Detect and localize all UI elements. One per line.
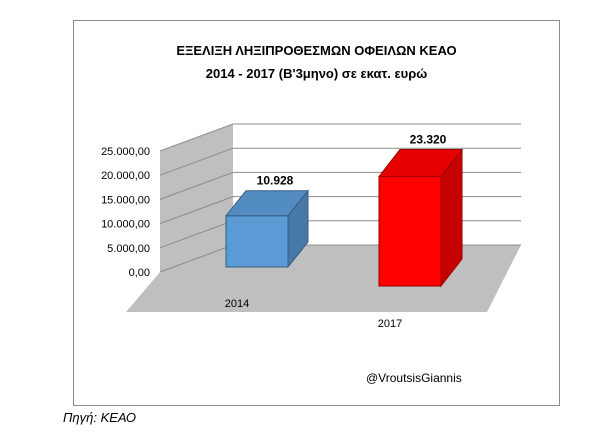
data-labels: 10.928 23.320 [257,133,447,188]
side-wall [160,124,233,272]
gridline [159,147,521,176]
bars [224,148,464,288]
source-note: Πηγή: ΚΕΑΟ [63,410,137,425]
bar-front-face [225,215,289,268]
gridline [159,123,521,152]
x-axis-ticks: 2014 2017 [225,298,402,330]
y-tick-label: 10.000,00 [101,219,150,231]
y-tick-label: 25.000,00 [101,146,150,158]
x-tick-label: 2014 [225,298,249,310]
y-tick-label: 5.000,00 [107,243,150,255]
bar-2014 [224,189,310,269]
y-tick-label: 0,00 [129,267,150,279]
data-label: 10.928 [257,174,294,188]
watermark: @VroutsisGiannis [366,371,462,385]
x-tick-label: 2017 [378,318,402,330]
bar-front-face [378,176,442,287]
bar-top-face [377,149,464,178]
data-label: 23.320 [410,133,447,147]
y-tick-label: 20.000,00 [101,170,150,182]
chart-title-line-2: 2014 - 2017 (Β'3μηνο) σε εκατ. ευρώ [205,66,428,81]
bar-2017 [377,148,464,288]
bar-top-face [224,190,310,217]
chart-title-line-1: ΕΞΕΛΙΞΗ ΛΗΞΙΠΡΟΘΕΣΜΩΝ ΟΦΕΙΛΩΝ ΚΕΑΟ [176,43,457,58]
y-axis-ticks: 0,00 5.000,00 10.000,00 15.000,00 20.000,00 2… [101,146,150,279]
y-tick-label: 15.000,00 [101,194,150,206]
